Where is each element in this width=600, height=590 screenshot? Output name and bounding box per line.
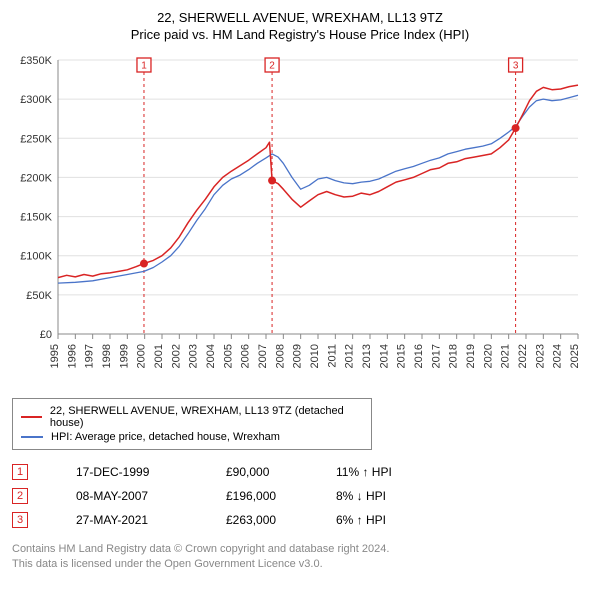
svg-text:2022: 2022 xyxy=(517,344,529,368)
legend-swatch-hpi xyxy=(21,436,43,438)
svg-text:2010: 2010 xyxy=(309,344,321,368)
svg-text:2021: 2021 xyxy=(500,344,512,368)
svg-text:2002: 2002 xyxy=(170,344,182,368)
chart-area: £0 £50K £100K £150K £200K £250K £300K £350K 1995… xyxy=(12,50,588,390)
footer-line-1: Contains HM Land Registry data © Crown c… xyxy=(12,542,588,557)
event-badge: 1 xyxy=(12,464,28,480)
event-badge: 2 xyxy=(12,488,28,504)
chart-title: 22, SHERWELL AVENUE, WREXHAM, LL13 9TZ xyxy=(12,10,588,25)
svg-text:1999: 1999 xyxy=(118,344,130,368)
svg-text:£50K: £50K xyxy=(26,290,52,302)
legend-swatch-property xyxy=(21,416,42,418)
svg-text:2: 2 xyxy=(269,61,275,72)
svg-text:2012: 2012 xyxy=(344,344,356,368)
svg-text:2018: 2018 xyxy=(448,344,460,368)
svg-text:3: 3 xyxy=(513,61,519,72)
svg-text:1: 1 xyxy=(141,61,147,72)
svg-text:2014: 2014 xyxy=(378,344,390,368)
legend-row-hpi: HPI: Average price, detached house, Wrex… xyxy=(21,430,363,444)
svg-text:2015: 2015 xyxy=(396,344,408,368)
event-pct: 8% ↓ HPI xyxy=(336,489,426,503)
svg-text:2019: 2019 xyxy=(465,344,477,368)
chart-subtitle: Price paid vs. HM Land Registry's House … xyxy=(12,27,588,42)
event-badge: 3 xyxy=(12,512,28,528)
legend: 22, SHERWELL AVENUE, WREXHAM, LL13 9TZ (… xyxy=(12,398,372,450)
svg-text:£100K: £100K xyxy=(20,251,52,263)
event-row: 1 17-DEC-1999 £90,000 11% ↑ HPI xyxy=(12,460,588,484)
svg-text:£250K: £250K xyxy=(20,133,52,145)
svg-text:2005: 2005 xyxy=(222,344,234,368)
event-row: 2 08-MAY-2007 £196,000 8% ↓ HPI xyxy=(12,484,588,508)
chart-container: 22, SHERWELL AVENUE, WREXHAM, LL13 9TZ P… xyxy=(0,0,600,581)
svg-text:£300K: £300K xyxy=(20,94,52,106)
svg-text:1996: 1996 xyxy=(66,344,78,368)
svg-text:2009: 2009 xyxy=(292,344,304,368)
svg-text:1995: 1995 xyxy=(49,344,61,368)
legend-label-property: 22, SHERWELL AVENUE, WREXHAM, LL13 9TZ (… xyxy=(50,405,363,429)
event-price: £196,000 xyxy=(226,489,296,503)
svg-text:1998: 1998 xyxy=(101,344,113,368)
svg-text:£350K: £350K xyxy=(20,55,52,67)
svg-text:2013: 2013 xyxy=(361,344,373,368)
svg-text:2017: 2017 xyxy=(430,344,442,368)
svg-text:2008: 2008 xyxy=(274,344,286,368)
svg-text:1997: 1997 xyxy=(84,344,96,368)
svg-text:2004: 2004 xyxy=(205,344,217,368)
svg-text:2020: 2020 xyxy=(482,344,494,368)
svg-text:2003: 2003 xyxy=(188,344,200,368)
svg-text:2006: 2006 xyxy=(240,344,252,368)
svg-text:2023: 2023 xyxy=(534,344,546,368)
event-markers-table: 1 17-DEC-1999 £90,000 11% ↑ HPI 2 08-MAY… xyxy=(12,460,588,532)
svg-text:2001: 2001 xyxy=(153,344,165,368)
event-price: £263,000 xyxy=(226,513,296,527)
event-pct: 6% ↑ HPI xyxy=(336,513,426,527)
svg-text:2025: 2025 xyxy=(569,344,581,368)
event-row: 3 27-MAY-2021 £263,000 6% ↑ HPI xyxy=(12,508,588,532)
footer-attribution: Contains HM Land Registry data © Crown c… xyxy=(12,542,588,573)
svg-text:2007: 2007 xyxy=(257,344,269,368)
svg-text:2011: 2011 xyxy=(326,344,338,368)
svg-text:2024: 2024 xyxy=(552,344,564,368)
footer-line-2: This data is licensed under the Open Gov… xyxy=(12,557,588,572)
event-date: 27-MAY-2021 xyxy=(76,513,186,527)
event-date: 08-MAY-2007 xyxy=(76,489,186,503)
svg-text:£0: £0 xyxy=(40,329,52,341)
event-date: 17-DEC-1999 xyxy=(76,465,186,479)
legend-label-hpi: HPI: Average price, detached house, Wrex… xyxy=(51,431,280,443)
svg-text:2000: 2000 xyxy=(136,344,148,368)
svg-text:£200K: £200K xyxy=(20,172,52,184)
line-chart-svg: £0 £50K £100K £150K £200K £250K £300K £350K 1995… xyxy=(12,50,588,390)
event-price: £90,000 xyxy=(226,465,296,479)
legend-row-property: 22, SHERWELL AVENUE, WREXHAM, LL13 9TZ (… xyxy=(21,404,363,430)
svg-text:2016: 2016 xyxy=(413,344,425,368)
event-pct: 11% ↑ HPI xyxy=(336,465,426,479)
svg-text:£150K: £150K xyxy=(20,212,52,224)
